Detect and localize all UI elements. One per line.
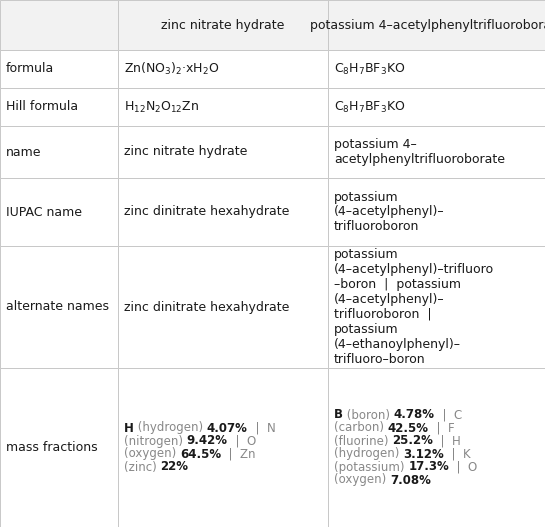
Text: (potassium): (potassium) xyxy=(334,461,408,473)
Bar xyxy=(118,368,328,527)
Text: zinc nitrate hydrate: zinc nitrate hydrate xyxy=(124,145,247,159)
Bar xyxy=(0,178,118,246)
Bar xyxy=(328,88,545,126)
Bar xyxy=(0,0,118,50)
Text: 7.08%: 7.08% xyxy=(390,473,431,486)
Text: |  C: | C xyxy=(435,408,462,422)
Text: mass fractions: mass fractions xyxy=(6,441,98,454)
Text: potassium 4–acetylphenyltrifluoroborate: potassium 4–acetylphenyltrifluoroborate xyxy=(310,18,545,32)
Text: C$_8$H$_7$BF$_3$KO: C$_8$H$_7$BF$_3$KO xyxy=(334,100,405,114)
Text: name: name xyxy=(6,145,41,159)
Text: formula: formula xyxy=(6,63,54,75)
Text: (hydrogen): (hydrogen) xyxy=(134,422,207,434)
Bar xyxy=(0,50,118,88)
Bar xyxy=(118,88,328,126)
Text: 9.42%: 9.42% xyxy=(187,434,228,447)
Bar xyxy=(118,178,328,246)
Text: 42.5%: 42.5% xyxy=(387,422,429,434)
Bar xyxy=(118,0,328,50)
Text: zinc dinitrate hexahydrate: zinc dinitrate hexahydrate xyxy=(124,300,289,314)
Text: (boron): (boron) xyxy=(343,408,393,422)
Text: |  Zn: | Zn xyxy=(221,447,256,461)
Bar xyxy=(328,246,545,368)
Text: H$_{12}$N$_2$O$_{12}$Zn: H$_{12}$N$_2$O$_{12}$Zn xyxy=(124,100,199,114)
Bar xyxy=(328,126,545,178)
Bar xyxy=(118,126,328,178)
Text: alternate names: alternate names xyxy=(6,300,109,314)
Text: potassium 4–
acetylphenyltrifluoroborate: potassium 4– acetylphenyltrifluoroborate xyxy=(334,138,505,166)
Bar xyxy=(0,88,118,126)
Text: Hill formula: Hill formula xyxy=(6,101,78,113)
Text: zinc dinitrate hexahydrate: zinc dinitrate hexahydrate xyxy=(124,206,289,219)
Text: (hydrogen): (hydrogen) xyxy=(334,447,403,461)
Text: 25.2%: 25.2% xyxy=(392,434,433,447)
Bar xyxy=(328,178,545,246)
Text: |  O: | O xyxy=(449,461,477,473)
Bar xyxy=(0,126,118,178)
Text: C$_8$H$_7$BF$_3$KO: C$_8$H$_7$BF$_3$KO xyxy=(334,62,405,76)
Text: potassium
(4–acetylphenyl)–
trifluoroboron: potassium (4–acetylphenyl)– trifluorobor… xyxy=(334,190,445,233)
Text: (oxygen): (oxygen) xyxy=(334,473,390,486)
Text: |  K: | K xyxy=(444,447,470,461)
Text: 4.78%: 4.78% xyxy=(393,408,435,422)
Text: |  O: | O xyxy=(228,434,256,447)
Text: 17.3%: 17.3% xyxy=(408,461,449,473)
Bar xyxy=(118,246,328,368)
Text: 3.12%: 3.12% xyxy=(403,447,444,461)
Text: Zn(NO$_3$)$_2$·xH$_2$O: Zn(NO$_3$)$_2$·xH$_2$O xyxy=(124,61,220,77)
Bar xyxy=(328,368,545,527)
Text: |  F: | F xyxy=(429,422,455,434)
Bar xyxy=(328,0,545,50)
Text: |  N: | N xyxy=(247,422,275,434)
Text: 4.07%: 4.07% xyxy=(207,422,247,434)
Text: (carbon): (carbon) xyxy=(334,422,387,434)
Bar xyxy=(328,50,545,88)
Bar xyxy=(118,50,328,88)
Text: potassium
(4–acetylphenyl)–trifluoro
–boron  |  potassium
(4–acetylphenyl)–
trif: potassium (4–acetylphenyl)–trifluoro –bo… xyxy=(334,248,494,366)
Text: B: B xyxy=(334,408,343,422)
Text: IUPAC name: IUPAC name xyxy=(6,206,82,219)
Text: (oxygen): (oxygen) xyxy=(124,447,180,461)
Text: (zinc): (zinc) xyxy=(124,461,160,473)
Bar xyxy=(0,368,118,527)
Text: H: H xyxy=(124,422,134,434)
Text: zinc nitrate hydrate: zinc nitrate hydrate xyxy=(161,18,284,32)
Text: (nitrogen): (nitrogen) xyxy=(124,434,187,447)
Bar xyxy=(0,246,118,368)
Text: (fluorine): (fluorine) xyxy=(334,434,392,447)
Text: 22%: 22% xyxy=(160,461,189,473)
Text: |  H: | H xyxy=(433,434,461,447)
Text: 64.5%: 64.5% xyxy=(180,447,221,461)
